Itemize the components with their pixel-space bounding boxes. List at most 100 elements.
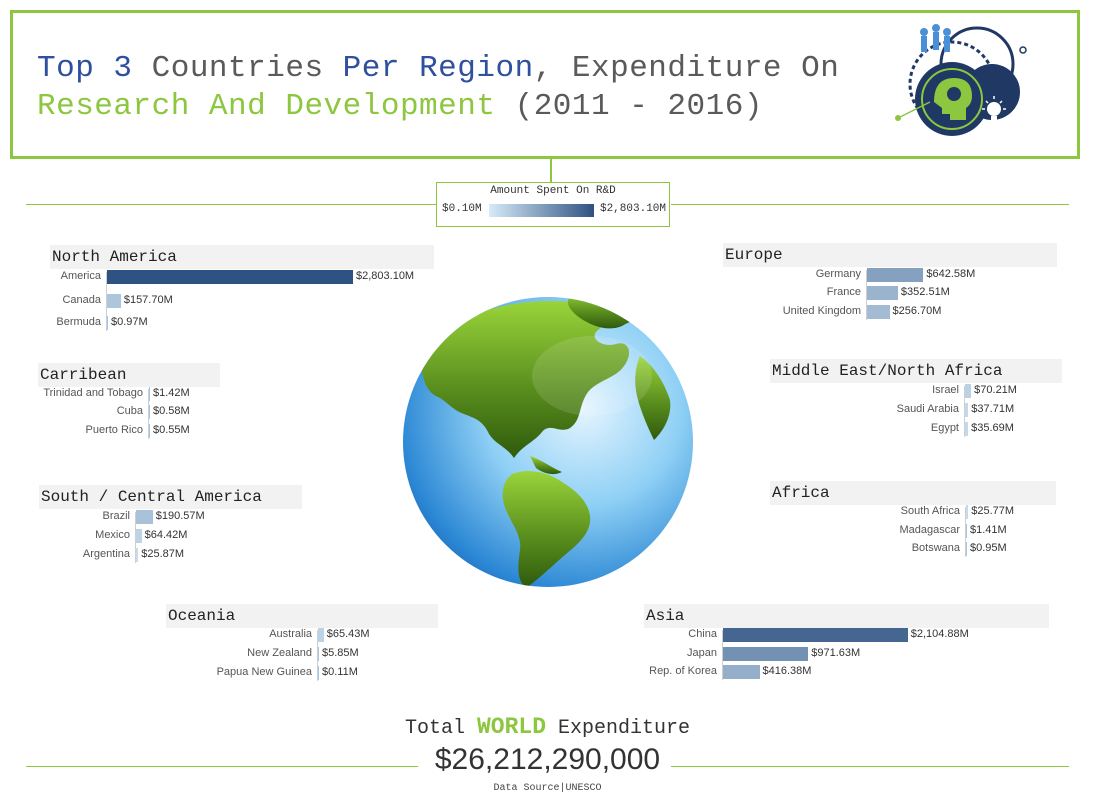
country-label: Germany	[815, 268, 861, 280]
bar-axis	[722, 630, 723, 680]
bar[interactable]	[723, 665, 760, 679]
color-legend: Amount Spent On R&D $0.10M $2,803.10M	[436, 182, 670, 227]
title-box: Top 3 Countries Per Region, Expenditure …	[10, 10, 1080, 159]
bar-axis	[106, 272, 107, 331]
country-label: Japan	[687, 647, 717, 659]
legend-connector	[550, 159, 552, 183]
value-label: $642.58M	[926, 268, 976, 280]
title-line-2: Research And Development (2011 - 2016)	[37, 89, 763, 124]
bar-axis	[135, 512, 136, 563]
bar-axis	[148, 389, 149, 439]
value-label: $416.38M	[762, 665, 812, 677]
total-line-right	[671, 766, 1069, 767]
research-logo-icon	[895, 24, 1027, 136]
country-label: United Kingdom	[782, 305, 861, 317]
value-label: $0.11M	[322, 666, 358, 678]
value-label: $1.41M	[970, 524, 1007, 536]
total-label-before: Total	[404, 717, 477, 740]
bar[interactable]	[867, 305, 890, 319]
value-label: $2,803.10M	[356, 270, 415, 282]
bar[interactable]	[723, 628, 908, 642]
country-label: Canada	[62, 294, 101, 306]
country-label: Saudi Arabia	[896, 403, 959, 415]
bar[interactable]	[318, 628, 324, 642]
value-label: $25.87M	[141, 548, 185, 560]
country-label: Bermuda	[56, 316, 101, 328]
bar[interactable]	[149, 405, 150, 419]
title-part-years: (2011 - 2016)	[495, 89, 763, 124]
value-label: $0.97M	[111, 316, 148, 328]
bar[interactable]	[136, 548, 139, 562]
country-label: South Africa	[900, 505, 960, 517]
bar[interactable]	[965, 422, 969, 436]
bar-axis	[317, 630, 318, 681]
bar[interactable]	[965, 403, 969, 417]
title-part-top3: Top 3	[37, 51, 133, 86]
region-title-africa: Africa	[770, 481, 1056, 505]
bar[interactable]	[107, 270, 353, 284]
country-label: Papua New Guinea	[216, 666, 312, 678]
country-label: Mexico	[95, 529, 130, 541]
country-label: Brazil	[102, 510, 130, 522]
region-title-europe: Europe	[723, 243, 1057, 267]
bar-axis	[866, 270, 867, 320]
country-label: China	[688, 628, 717, 640]
value-label: $0.55M	[153, 424, 190, 436]
bar[interactable]	[723, 647, 809, 661]
bar[interactable]	[136, 529, 142, 543]
value-label: $70.21M	[974, 384, 1017, 396]
bar[interactable]	[136, 510, 153, 524]
value-label: $0.58M	[153, 405, 190, 417]
legend-gradient-bar	[489, 204, 594, 217]
data-source: Data Source|UNESCO	[493, 783, 602, 794]
region-title-north-america: North America	[50, 245, 434, 269]
title-part-expenditure: , Expenditure On	[533, 51, 840, 86]
legend-max-label: $2,803.10M	[599, 203, 666, 215]
total-label-after: Expenditure	[546, 717, 691, 740]
value-label: $256.70M	[892, 305, 942, 317]
country-label: New Zealand	[247, 647, 312, 659]
legend-min-label: $0.10M	[442, 203, 482, 215]
country-label: Egypt	[930, 422, 959, 434]
region-title-carribean: Carribean	[38, 363, 220, 387]
country-label: Puerto Rico	[85, 424, 143, 436]
value-label: $64.42M	[144, 529, 188, 541]
title-part-rnd: Research And Development	[37, 89, 496, 124]
total-value: $26,212,290,000	[434, 743, 661, 776]
country-label: Rep. of Korea	[649, 665, 717, 677]
value-label: $25.77M	[971, 505, 1015, 517]
bar[interactable]	[867, 268, 924, 282]
country-label: Madagascar	[899, 524, 960, 536]
country-label: France	[826, 286, 861, 298]
country-label: Cuba	[116, 405, 143, 417]
country-label: America	[60, 270, 101, 282]
title-part-countries: Countries	[132, 51, 343, 86]
bar[interactable]	[318, 647, 319, 661]
bar[interactable]	[966, 542, 967, 556]
country-label: Australia	[269, 628, 312, 640]
region-title-south-america: South / Central America	[39, 485, 302, 509]
bar[interactable]	[149, 424, 150, 438]
bar[interactable]	[965, 384, 972, 398]
bar[interactable]	[107, 294, 121, 308]
bar[interactable]	[318, 666, 319, 680]
divider-line-left	[26, 204, 436, 205]
country-label: Argentina	[82, 548, 130, 560]
value-label: $971.63M	[811, 647, 861, 659]
value-label: $37.71M	[971, 403, 1015, 415]
bar[interactable]	[966, 505, 969, 519]
country-label: Botswana	[911, 542, 960, 554]
bar[interactable]	[149, 387, 150, 401]
value-label: $1.42M	[153, 387, 190, 399]
value-label: $157.70M	[123, 294, 173, 306]
title-line-1: Top 3 Countries Per Region, Expenditure …	[37, 51, 839, 86]
bar[interactable]	[107, 316, 108, 330]
total-label-world: WORLD	[476, 714, 546, 740]
value-label: $65.43M	[326, 628, 370, 640]
value-label: $0.95M	[970, 542, 1007, 554]
value-label: $35.69M	[971, 422, 1014, 434]
legend-title: Amount Spent On R&D	[490, 185, 616, 197]
bar-axis	[964, 386, 965, 437]
bar[interactable]	[867, 286, 898, 300]
bar[interactable]	[966, 524, 967, 538]
